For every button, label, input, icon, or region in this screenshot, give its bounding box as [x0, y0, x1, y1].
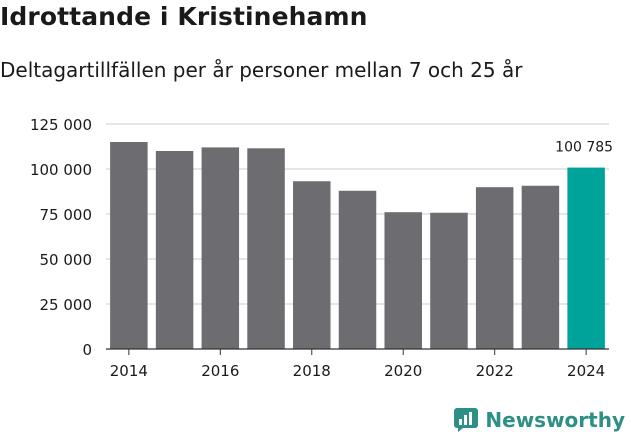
- bar-2015: [155, 151, 194, 349]
- x-tick-label: 2022: [476, 362, 514, 380]
- y-tick-label: 0: [82, 341, 92, 359]
- newsworthy-logo-icon: [454, 408, 479, 432]
- brand-logo: Newsworthy: [453, 407, 625, 433]
- bar-2023: [521, 185, 560, 349]
- bar-2022: [475, 187, 514, 349]
- bar-2017: [247, 148, 285, 349]
- y-tick-label: 50 000: [40, 251, 93, 269]
- bar-2024: [567, 167, 605, 349]
- y-tick-label: 75 000: [40, 206, 93, 224]
- brand-name: Newsworthy: [485, 408, 625, 432]
- bar-2021: [430, 212, 468, 349]
- chart-subtitle: Deltagartillfällen per år personer mella…: [0, 58, 523, 82]
- y-tick-label: 125 000: [30, 116, 92, 134]
- bar-2020: [384, 212, 422, 349]
- bar-2014: [110, 142, 148, 349]
- x-tick-label: 2016: [201, 362, 239, 380]
- bar-2019: [338, 190, 377, 349]
- x-tick-label: 2020: [384, 362, 422, 380]
- x-tick-label: 2014: [110, 362, 148, 380]
- y-tick-label: 25 000: [40, 296, 93, 314]
- x-tick-label: 2018: [293, 362, 331, 380]
- chart-title: Idrottande i Kristinehamn: [0, 2, 368, 31]
- y-tick-label: 100 000: [30, 161, 92, 179]
- bar-2016: [201, 147, 240, 349]
- bar-2018: [293, 181, 331, 349]
- x-tick-label: 2024: [567, 362, 605, 380]
- data-label: 100 785: [555, 140, 613, 156]
